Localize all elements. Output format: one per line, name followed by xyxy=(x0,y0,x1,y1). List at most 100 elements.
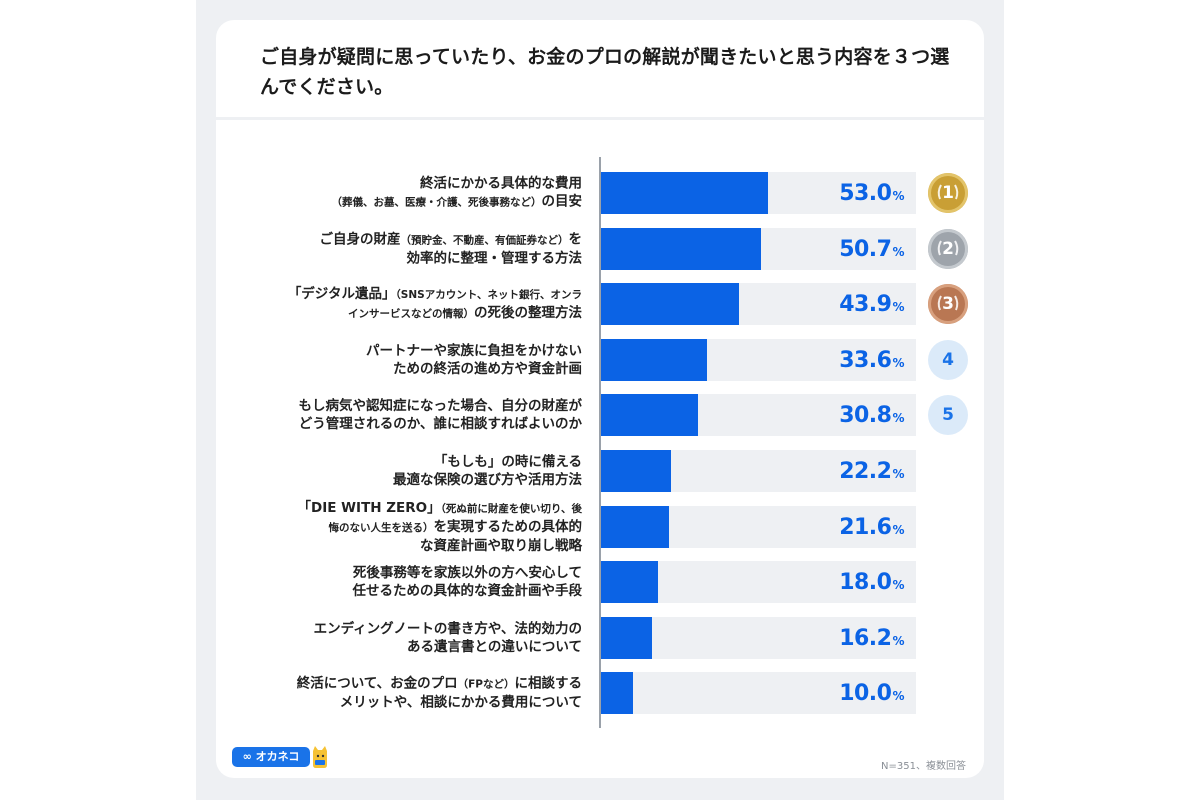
value-number: 43.9 xyxy=(839,292,892,317)
value-label: 53.0% xyxy=(839,181,904,206)
bar-track xyxy=(601,672,916,714)
bar xyxy=(601,450,671,492)
rank-badge: 2 xyxy=(928,229,968,269)
value-number: 30.8 xyxy=(839,403,892,428)
category-label-line: ご自身の財産（預貯金、不動産、有価証券など）を xyxy=(252,231,583,250)
value-number: 16.2 xyxy=(839,626,892,651)
value-label: 21.6% xyxy=(839,515,904,540)
label-text: 「デジタル遺品」 xyxy=(287,286,396,302)
chart-row: 終活にかかる具体的な費用 （葬儀、お墓、医療・介護、死後事務など）の目安 53.0%… xyxy=(216,172,984,214)
label-text: どう管理されるのか、誰に相談すればよいのか xyxy=(298,416,582,432)
bar xyxy=(601,561,658,603)
bar xyxy=(601,672,633,714)
category-label: 終活について、お金のプロ（FPなど）に相談するメリットや、相談にかかる費用につい… xyxy=(252,675,582,712)
logo-text: ∞ オカネコ xyxy=(232,747,310,767)
value-number: 22.2 xyxy=(839,459,892,484)
label-note: （葬儀、お墓、医療・介護、死後事務など） xyxy=(331,196,542,209)
category-label-line: 効率的に整理・管理する方法 xyxy=(252,250,583,268)
bar xyxy=(601,617,652,659)
bar xyxy=(601,228,761,270)
category-label-line: ための終活の進め方や資金計画 xyxy=(252,360,582,378)
category-label: 「もしも」の時に備える 最適な保険の選び方や活用方法 xyxy=(252,453,582,489)
percent-sign: % xyxy=(892,634,904,648)
value-label: 33.6% xyxy=(839,348,904,373)
percent-sign: % xyxy=(892,467,904,481)
label-text: もし病気や認知症になった場合、自分の財産が xyxy=(298,398,583,414)
percent-sign: % xyxy=(892,356,904,370)
percent-sign: % xyxy=(892,523,904,537)
laurel-icon xyxy=(937,295,959,311)
value-label: 43.9% xyxy=(839,292,904,317)
category-label-line: （葬儀、お墓、医療・介護、死後事務など）の目安 xyxy=(252,193,583,212)
rank-number: 5 xyxy=(942,405,954,425)
rank-number: 4 xyxy=(942,350,954,370)
label-text: ある遺言書との違いについて xyxy=(407,639,582,655)
label-text: の死後の整理方法 xyxy=(474,305,582,321)
bar xyxy=(601,283,739,325)
title-divider xyxy=(216,117,984,120)
percent-sign: % xyxy=(892,411,904,425)
value-label: 30.8% xyxy=(839,403,904,428)
label-text: に相談する xyxy=(514,675,583,692)
label-text: ご自身の財産 xyxy=(319,231,401,248)
category-label-line: 「DIE WITH ZERO」（死ぬ前に財産を使い切り、後 xyxy=(252,499,583,518)
label-text: ための終活の進め方や資金計画 xyxy=(393,361,582,377)
rank-number: 3 xyxy=(942,294,954,314)
category-label-line: 「もしも」の時に備える xyxy=(252,453,582,471)
value-label: 10.0% xyxy=(839,681,904,706)
label-text: 任せるための具体的な資金計画や手段 xyxy=(352,583,583,599)
label-text: の目安 xyxy=(541,193,583,210)
value-number: 10.0 xyxy=(839,681,892,706)
category-label: 死後事務等を家族以外の方へ安心して 任せるための具体的な資金計画や手段 xyxy=(252,564,583,600)
category-label-line: 死後事務等を家族以外の方へ安心して xyxy=(252,564,582,582)
label-text: な資産計画や取り崩し戦略 xyxy=(420,538,582,554)
rank-badge: 4 xyxy=(928,340,968,380)
category-label-line: メリットや、相談にかかる費用について xyxy=(252,694,582,712)
label-text: 終活について、お金のプロ xyxy=(296,675,458,692)
label-text: エンディングノートの書き方や、法的効力の xyxy=(313,621,582,637)
category-label: 「デジタル遺品」（SNSアカウント、ネット銀行、オンラインサービスなどの情報）の… xyxy=(252,285,582,323)
okaneko-logo: ∞ オカネコ xyxy=(232,745,330,769)
chart-row: 「デジタル遺品」（SNSアカウント、ネット銀行、オンラインサービスなどの情報）の… xyxy=(216,283,984,325)
value-number: 50.7 xyxy=(839,237,892,262)
category-label: もし病気や認知症になった場合、自分の財産が どう管理されるのか、誰に相談すればよい… xyxy=(252,397,583,433)
label-note: 悔のない人生を送る） xyxy=(328,522,434,534)
bar xyxy=(601,394,698,436)
laurel-icon xyxy=(937,184,959,200)
value-label: 16.2% xyxy=(839,626,904,651)
value-number: 33.6 xyxy=(839,348,892,373)
category-label: パートナーや家族に負担をかけないための終活の進め方や資金計画 xyxy=(252,342,582,378)
label-text: を xyxy=(568,231,583,248)
label-note: （FPなど） xyxy=(457,678,515,691)
value-label: 22.2% xyxy=(839,459,904,484)
value-number: 53.0 xyxy=(839,181,892,206)
category-label-line: エンディングノートの書き方や、法的効力の xyxy=(252,620,582,638)
category-label-line: 最適な保険の選び方や活用方法 xyxy=(252,471,582,489)
category-label-line: 終活にかかる具体的な費用 xyxy=(252,175,582,193)
label-text: 「もしも」の時に備える xyxy=(433,454,582,470)
label-note: （SNSアカウント、ネット銀行、オンラ xyxy=(395,289,582,301)
laurel-icon xyxy=(937,240,959,256)
value-label: 50.7% xyxy=(839,237,904,262)
chart-row: 「もしも」の時に備える 最適な保険の選び方や活用方法 22.2% xyxy=(216,450,984,492)
value-label: 18.0% xyxy=(839,570,904,595)
category-label-line: どう管理されるのか、誰に相談すればよいのか xyxy=(252,415,582,433)
label-text: パートナーや家族に負担をかけない xyxy=(366,343,582,359)
chart-row: 終活について、お金のプロ（FPなど）に相談するメリットや、相談にかかる費用につい… xyxy=(216,672,984,714)
label-note: インサービスなどの情報） xyxy=(348,308,474,320)
bar xyxy=(601,339,707,381)
bar xyxy=(601,506,669,548)
category-label: 「DIE WITH ZERO」（死ぬ前に財産を使い切り、後 悔のない人生を送る）を… xyxy=(252,499,583,555)
label-text: メリットや、相談にかかる費用について xyxy=(339,694,582,711)
category-label-line: パートナーや家族に負担をかけない xyxy=(252,342,582,360)
label-text: 効率的に整理・管理する方法 xyxy=(406,250,583,267)
label-text: 終活にかかる具体的な費用 xyxy=(420,175,582,192)
category-label-line: インサービスなどの情報）の死後の整理方法 xyxy=(252,304,582,323)
category-label-line: 任せるための具体的な資金計画や手段 xyxy=(252,582,583,600)
bar xyxy=(601,172,768,214)
chart-row: もし病気や認知症になった場合、自分の財産が どう管理されるのか、誰に相談すればよい… xyxy=(216,394,984,436)
category-label: ご自身の財産（預貯金、不動産、有価証券など）を 効率的に整理・管理する方法 xyxy=(252,231,583,268)
percent-sign: % xyxy=(892,300,904,314)
value-number: 21.6 xyxy=(839,515,892,540)
rank-badge: 1 xyxy=(928,173,968,213)
